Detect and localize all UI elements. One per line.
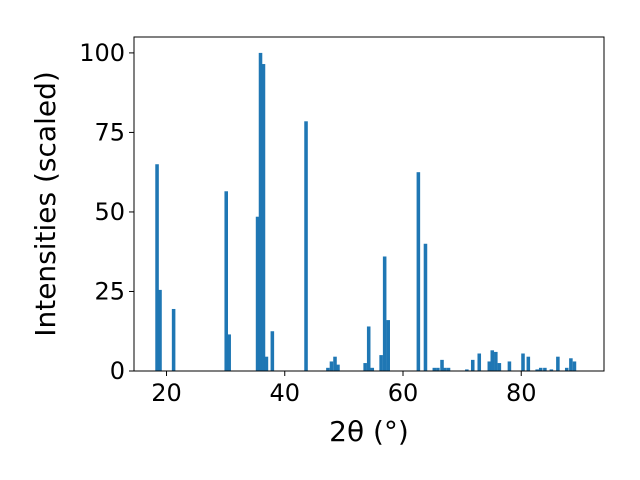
bar [379,355,383,371]
bar [366,326,371,371]
x-tick-label: 60 [388,379,419,407]
bar [538,367,543,371]
bar [490,350,495,371]
bar [564,367,569,371]
bar [171,308,176,371]
bar [465,369,469,371]
bar [336,364,340,371]
bar [261,64,266,371]
bar [443,367,447,371]
bar [436,367,440,371]
bar [329,361,334,371]
bar [224,191,228,371]
bar [423,243,428,371]
bar [572,361,577,371]
bar [507,361,512,371]
bar [158,289,162,371]
x-axis-label: 2θ (°) [329,415,409,448]
y-tick-label: 25 [94,277,125,305]
bar [363,363,367,371]
y-tick-label: 50 [94,198,125,226]
bar [386,320,390,371]
y-tick-label: 0 [110,357,125,385]
bar [304,121,308,371]
bar [440,359,444,371]
x-tick-label: 80 [506,379,537,407]
bar [370,367,375,371]
bar [477,353,482,371]
y-tick-label: 75 [94,118,125,146]
plot-frame [133,36,605,372]
bar [227,334,231,371]
bar [556,356,560,371]
bar [494,351,498,371]
bar [497,363,502,371]
y-tick-label: 100 [79,39,125,67]
bar [155,164,159,371]
x-tick-label: 40 [269,379,300,407]
bar [255,216,260,371]
bar [569,358,573,371]
x-tick-label: 20 [151,379,182,407]
bar [264,356,269,371]
bar [487,361,492,371]
bar [432,367,437,371]
bar [333,356,337,371]
bar [416,172,421,371]
y-axis-ticks: 0 25 50 75 100 [79,39,134,385]
bar [270,331,275,371]
bar [543,367,547,371]
bar [446,367,451,371]
y-axis-label: Intensities (scaled) [29,71,62,337]
bars-group [155,52,577,372]
x-axis-ticks: 20 40 60 80 [151,371,537,407]
bar [535,369,539,371]
bar [326,367,330,371]
bar [382,256,387,371]
bar [470,359,475,371]
bar [549,369,554,371]
bar [526,356,531,371]
bar [258,52,263,372]
bar [521,353,525,371]
